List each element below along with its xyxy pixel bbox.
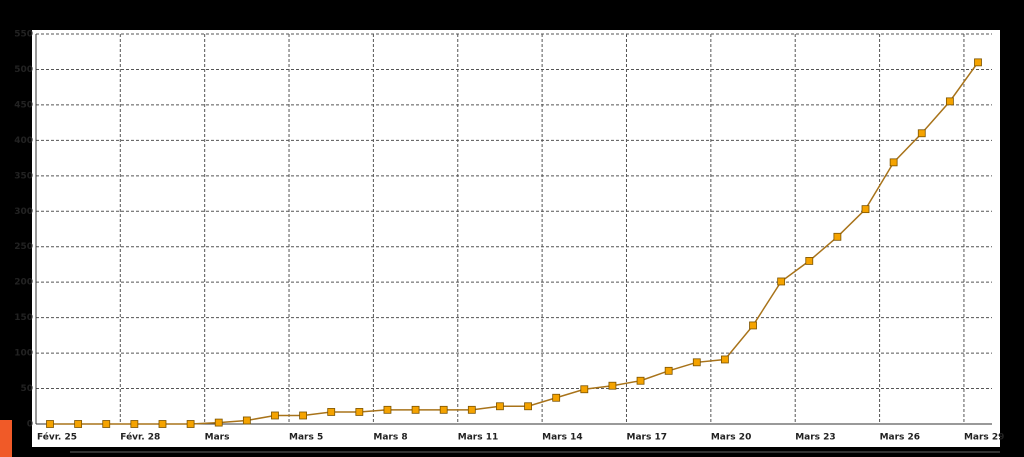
point: [805, 257, 814, 265]
series-line: [50, 61, 979, 425]
x-tick-label: Févr. 25: [37, 432, 77, 443]
point: [608, 381, 617, 390]
y-tick-label: 400: [14, 136, 33, 146]
x-tick-label: Mars 29: [964, 433, 1004, 443]
point: [664, 366, 673, 375]
x-tick-label: Mars 8: [373, 433, 407, 443]
x-tick-label: Mars: [205, 433, 230, 443]
x-tick-label: Févr. 28: [120, 432, 160, 443]
point: [130, 420, 139, 428]
x-tick-label: Mars 17: [626, 433, 666, 443]
y-tick-label: 200: [14, 278, 33, 288]
x-tick-label: Mars 23: [795, 433, 835, 443]
point: [552, 393, 561, 402]
y-tick-label: 350: [14, 171, 33, 181]
point: [214, 418, 223, 427]
point: [355, 408, 364, 416]
point: [186, 420, 195, 428]
y-tick-label: 550: [14, 30, 33, 40]
x-tick-label: Mars 11: [458, 433, 498, 443]
point: [777, 277, 786, 286]
point: [861, 205, 870, 214]
point: [242, 416, 251, 425]
point: [102, 420, 111, 428]
point: [974, 58, 982, 67]
point: [833, 232, 842, 241]
point: [299, 411, 307, 420]
y-tick-label: 250: [14, 242, 33, 252]
point: [917, 129, 926, 138]
point: [721, 355, 729, 364]
chart-background: [32, 30, 1000, 447]
point: [74, 420, 83, 428]
point: [46, 420, 54, 428]
corner-badge: [0, 420, 12, 457]
point: [580, 385, 589, 394]
point: [889, 158, 898, 167]
point: [692, 358, 701, 367]
point: [411, 405, 420, 414]
point: [524, 402, 532, 411]
y-tick-label: 0: [27, 420, 33, 430]
x-tick-label: Mars 26: [880, 433, 920, 443]
y-tick-label: 300: [14, 207, 33, 217]
point: [271, 411, 279, 420]
point: [496, 402, 504, 411]
x-tick-label: Mars 5: [289, 433, 323, 443]
point: [158, 420, 167, 428]
point: [749, 321, 757, 330]
y-tick-label: 500: [14, 65, 33, 75]
y-tick-label: 150: [14, 313, 33, 323]
point: [327, 408, 336, 416]
point: [636, 376, 645, 385]
point: [945, 97, 954, 106]
x-tick-label: Mars 14: [542, 433, 582, 443]
y-tick-label: 50: [20, 384, 33, 394]
x-tick-label: Mars 20: [711, 433, 751, 443]
y-tick-label: 450: [14, 100, 33, 110]
y-tick-label: 100: [14, 349, 33, 359]
point: [439, 405, 448, 414]
point: [383, 405, 392, 414]
point: [467, 405, 476, 414]
